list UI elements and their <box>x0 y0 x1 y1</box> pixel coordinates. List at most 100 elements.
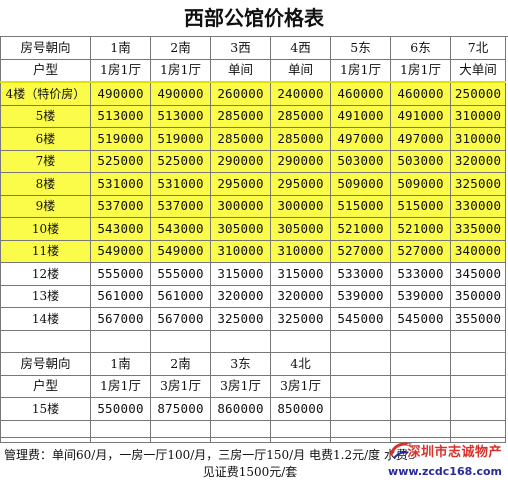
price-cell: 285000 <box>210 104 271 128</box>
price-cell: 533000 <box>330 262 391 286</box>
price-cell: 340000 <box>450 239 506 263</box>
fee-notes: 管理费：单间60/月，一房一厅100/月，三房一厅150/月 电费1.2元/度 … <box>0 437 505 482</box>
price-cell: 850000 <box>270 397 331 421</box>
price-cell: 260000 <box>210 81 271 106</box>
price-cell: 539000 <box>390 284 451 308</box>
price-cell: 525000 <box>90 149 151 173</box>
floor-label: 14楼 <box>0 307 91 331</box>
price-cell: 490000 <box>90 81 151 106</box>
empty-cell <box>330 352 391 376</box>
empty-cell <box>330 374 391 398</box>
certification-fee-note: 见证费1500元/套 <box>202 465 298 479</box>
price-cell: 285000 <box>270 104 331 128</box>
price-cell: 325000 <box>210 307 271 331</box>
unit-type-cell: 1房1厅 <box>90 374 151 398</box>
price-cell: 509000 <box>330 172 391 196</box>
price-cell: 550000 <box>90 397 151 421</box>
price-cell: 531000 <box>90 172 151 196</box>
unit-type-cell: 3房1厅 <box>210 374 271 398</box>
empty-cell <box>450 374 506 398</box>
table-row: 6楼 519000 519000 285000 285000 497000 497000 31… <box>0 127 506 151</box>
table-row: 5楼 513000 513000 285000 285000 491000 491000 31… <box>0 104 506 128</box>
price-cell: 320000 <box>450 149 506 173</box>
price-cell: 567000 <box>150 307 211 331</box>
price-cell: 315000 <box>210 262 271 286</box>
table-row: 15楼 550000 875000 860000 850000 <box>0 397 506 421</box>
empty-cell <box>90 329 151 353</box>
price-cell: 290000 <box>270 149 331 173</box>
floor-label: 15楼 <box>0 397 91 421</box>
floor-label: 13楼 <box>0 284 91 308</box>
price-cell: 537000 <box>150 194 211 218</box>
orientation-cell: 2南 <box>150 36 211 60</box>
price-cell: 519000 <box>150 127 211 151</box>
watermark-site-name: 深圳市志诚物产 <box>407 445 502 460</box>
unit-type-cell: 1房1厅 <box>390 58 451 83</box>
sheet-title: 西部公馆价格表 <box>0 0 508 37</box>
price-cell: 300000 <box>210 194 271 218</box>
orientation-label: 房号朝向 <box>0 352 91 376</box>
price-cell: 533000 <box>390 262 451 286</box>
price-cell: 497000 <box>390 127 451 151</box>
watermark: 深圳市志诚物产 www.zcdc168.com <box>388 439 504 479</box>
price-cell: 325000 <box>270 307 331 331</box>
unit-type-cell: 单间 <box>270 58 331 83</box>
price-cell: 250000 <box>450 81 506 106</box>
price-cell: 503000 <box>390 149 451 173</box>
empty-cell <box>450 329 506 353</box>
floor-label: 11楼 <box>0 239 91 263</box>
price-cell: 285000 <box>270 127 331 151</box>
unit-type-cell: 1房1厅 <box>330 58 391 83</box>
price-cell: 310000 <box>270 239 331 263</box>
orientation-cell: 3西 <box>210 36 271 60</box>
orientation-row: 房号朝向 1南 2南 3西 4西 5东 6东 7北 <box>0 36 506 60</box>
price-cell: 545000 <box>390 307 451 331</box>
empty-cell <box>390 374 451 398</box>
price-cell: 521000 <box>330 217 391 241</box>
price-cell: 300000 <box>270 194 331 218</box>
price-cell: 519000 <box>90 127 151 151</box>
unit-type-label: 户型 <box>0 58 91 83</box>
price-cell: 491000 <box>390 104 451 128</box>
price-cell: 875000 <box>150 397 211 421</box>
price-cell: 305000 <box>210 217 271 241</box>
price-cell: 561000 <box>150 284 211 308</box>
price-cell: 555000 <box>150 262 211 286</box>
empty-cell <box>330 397 391 421</box>
floor-label: 4楼（特价房） <box>0 81 91 106</box>
price-cell: 325000 <box>450 172 506 196</box>
price-cell: 350000 <box>450 284 506 308</box>
price-cell: 539000 <box>330 284 391 308</box>
unit-type-cell: 1房1厅 <box>90 58 151 83</box>
empty-cell <box>390 397 451 421</box>
empty-cell <box>210 329 271 353</box>
price-cell: 320000 <box>210 284 271 308</box>
price-cell: 567000 <box>90 307 151 331</box>
price-cell: 315000 <box>270 262 331 286</box>
price-cell: 460000 <box>390 81 451 106</box>
price-cell: 525000 <box>150 149 211 173</box>
management-fee-note: 管理费：单间60/月，一房一厅100/月，三房一厅150/月 电费1.2元/度 … <box>4 448 416 462</box>
price-cell: 330000 <box>450 194 506 218</box>
empty-cell <box>450 352 506 376</box>
price-cell: 355000 <box>450 307 506 331</box>
price-cell: 320000 <box>270 284 331 308</box>
price-cell: 310000 <box>450 104 506 128</box>
floor-label: 5楼 <box>0 104 91 128</box>
price-cell: 515000 <box>330 194 391 218</box>
floor-label: 7楼 <box>0 149 91 173</box>
watermark-logo-icon <box>389 442 417 459</box>
table-row: 9楼 537000 537000 300000 300000 515000 515000 33… <box>0 194 506 218</box>
price-cell: 531000 <box>150 172 211 196</box>
price-cell: 515000 <box>390 194 451 218</box>
price-cell: 285000 <box>210 127 271 151</box>
floor-label: 10楼 <box>0 217 91 241</box>
price-cell: 310000 <box>210 239 271 263</box>
table-row: 7楼 525000 525000 290000 290000 503000 503000 32… <box>0 149 506 173</box>
price-cell: 543000 <box>90 217 151 241</box>
table-row: 10楼 543000 543000 305000 305000 521000 521000 3… <box>0 217 506 241</box>
price-cell: 527000 <box>390 239 451 263</box>
price-cell: 295000 <box>270 172 331 196</box>
floor-label: 6楼 <box>0 127 91 151</box>
